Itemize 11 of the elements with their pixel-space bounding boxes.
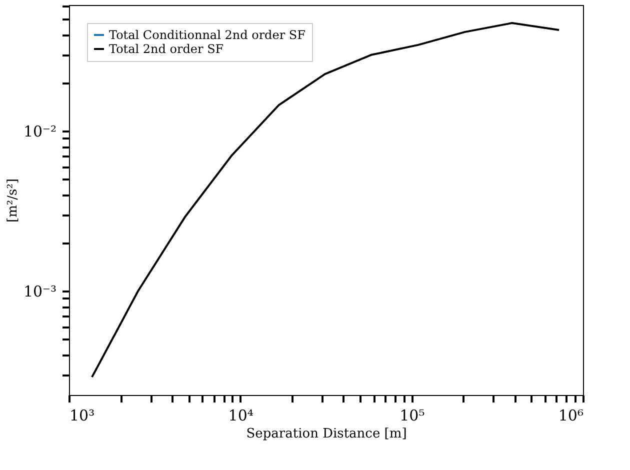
x-tick-label: 10⁴ <box>228 406 254 424</box>
y-axis-title: [m²/s²] <box>5 178 20 222</box>
x-tick-label: 10⁶ <box>558 406 584 424</box>
line-series <box>90 22 560 378</box>
y-tick-label: 10⁻³ <box>23 282 56 301</box>
legend-label: Total 2nd order SF <box>109 42 224 56</box>
x-tick-label: 10³ <box>70 406 95 424</box>
x-tick-label: 10⁵ <box>400 406 425 424</box>
x-axis-title: Separation Distance [m] <box>246 426 407 442</box>
y-tick-label: 10⁻² <box>23 122 56 141</box>
legend-label: Total Conditionnal 2nd order SF <box>109 28 306 42</box>
